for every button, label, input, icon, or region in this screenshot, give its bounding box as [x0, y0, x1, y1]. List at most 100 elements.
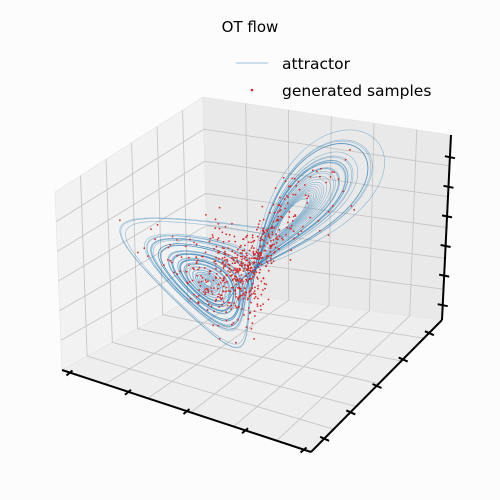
sample-point — [241, 252, 244, 255]
sample-point — [246, 254, 248, 257]
sample-point — [297, 180, 300, 183]
sample-point — [279, 209, 282, 211]
legend: attractor generated samples — [236, 55, 431, 100]
sample-point — [242, 292, 245, 295]
sample-point — [150, 228, 152, 231]
grid — [55, 103, 450, 442]
sample-point — [218, 206, 221, 209]
sample-point — [276, 211, 279, 214]
x-tick — [299, 446, 308, 454]
sample-point — [219, 270, 222, 273]
sample-point — [260, 293, 263, 296]
sample-point — [257, 255, 260, 258]
sample-point — [284, 180, 287, 183]
sample-point — [202, 291, 205, 293]
sample-point — [217, 237, 220, 240]
sample-point — [276, 238, 279, 241]
sample-point — [241, 294, 244, 297]
sample-point — [253, 290, 256, 293]
sample-point — [248, 295, 251, 298]
grid-line — [58, 193, 447, 282]
legend-swatch-generated-samples — [250, 88, 254, 92]
sample-point — [353, 208, 356, 211]
y-tick — [319, 435, 330, 442]
sample-point — [311, 169, 314, 172]
sample-point — [240, 290, 243, 292]
sample-point — [229, 271, 231, 273]
sample-point — [331, 205, 334, 207]
sample-point — [259, 220, 261, 222]
sample-point — [215, 256, 218, 259]
sample-point — [257, 297, 259, 300]
sample-point — [270, 254, 273, 257]
sample-point — [241, 258, 243, 261]
sample-point — [235, 280, 238, 282]
sample-point — [207, 289, 210, 292]
sample-point — [266, 230, 269, 233]
sample-point — [235, 341, 237, 344]
sample-point — [269, 244, 272, 247]
sample-point — [265, 229, 267, 232]
sample-point — [273, 211, 276, 214]
sample-point — [217, 223, 220, 225]
sample-point — [250, 247, 253, 249]
sample-point — [287, 185, 290, 188]
sample-point — [227, 270, 230, 272]
sample-point — [221, 257, 224, 260]
sample-point — [200, 280, 203, 283]
sample-point — [272, 220, 275, 223]
sample-point — [212, 279, 215, 282]
sample-point — [239, 280, 242, 282]
sample-point — [227, 289, 230, 292]
sample-point — [262, 277, 265, 279]
sample-point — [317, 220, 320, 222]
sample-point — [240, 244, 242, 247]
sample-point — [225, 233, 228, 236]
sample-point — [342, 190, 345, 193]
sample-point — [232, 269, 235, 271]
sample-point — [242, 262, 245, 265]
sample-point — [248, 312, 251, 315]
z-tick — [441, 214, 453, 219]
sample-point — [268, 236, 271, 239]
sample-point — [258, 271, 261, 274]
sample-point — [204, 279, 207, 281]
sample-point — [225, 290, 228, 293]
sample-point — [265, 283, 268, 286]
sample-point — [282, 238, 284, 241]
sample-point — [289, 185, 292, 188]
sample-point — [256, 303, 259, 305]
sample-point — [230, 257, 233, 260]
sample-point — [264, 235, 267, 238]
sample-point — [224, 250, 226, 253]
sample-point — [281, 237, 283, 240]
sample-point — [223, 247, 225, 250]
sample-point — [239, 281, 242, 284]
sample-point — [218, 251, 221, 254]
sample-point — [188, 281, 191, 283]
sample-point — [267, 269, 270, 272]
sample-point — [309, 216, 312, 219]
sample-point — [267, 298, 270, 301]
sample-point — [265, 260, 268, 263]
sample-point — [224, 265, 227, 268]
sample-point — [180, 256, 183, 258]
sample-point — [234, 304, 237, 307]
sample-point — [137, 251, 139, 254]
sample-point — [193, 241, 195, 244]
sample-point — [225, 286, 228, 289]
sample-point — [227, 263, 230, 266]
sample-point — [198, 266, 201, 269]
x-tick — [124, 388, 132, 396]
sample-point — [259, 268, 261, 271]
sample-point — [279, 196, 281, 199]
sample-point — [285, 233, 287, 236]
sample-point — [319, 175, 321, 178]
sample-point — [234, 267, 236, 269]
sample-point — [225, 319, 228, 322]
sample-point — [239, 288, 242, 291]
sample-point — [268, 233, 270, 236]
sample-point — [274, 187, 277, 190]
sample-point — [206, 300, 209, 302]
sample-point — [275, 237, 277, 240]
